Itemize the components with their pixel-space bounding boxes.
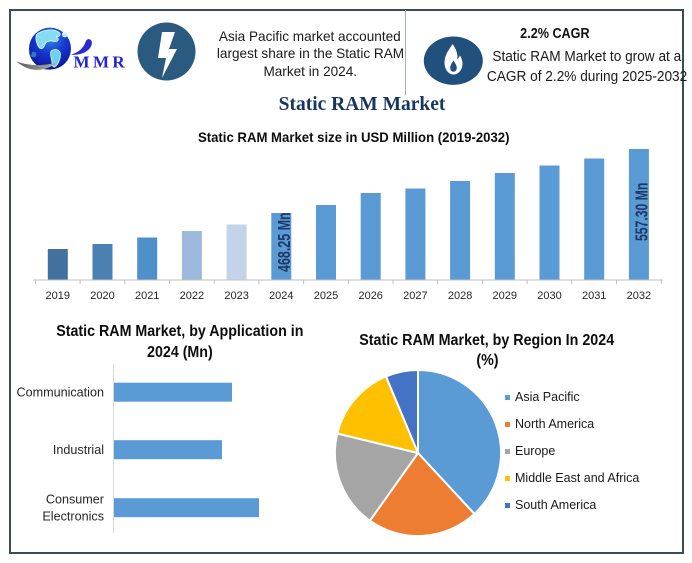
svg-text:2028: 2028 <box>448 290 472 302</box>
svg-text:2031: 2031 <box>582 290 606 302</box>
svg-text:Consumer: Consumer <box>46 493 104 507</box>
svg-text:2020: 2020 <box>90 290 114 302</box>
svg-text:2030: 2030 <box>537 290 561 302</box>
svg-text:2024: 2024 <box>269 290 293 302</box>
svg-text:2025: 2025 <box>314 290 338 302</box>
svg-text:Electronics: Electronics <box>42 510 104 524</box>
svg-text:2029: 2029 <box>493 290 517 302</box>
svg-text:468.25 Mn: 468.25 Mn <box>275 212 295 272</box>
svg-text:2032: 2032 <box>627 290 651 302</box>
svg-text:2027: 2027 <box>403 290 427 302</box>
svg-text:Industrial: Industrial <box>53 443 104 457</box>
svg-text:2019: 2019 <box>46 290 70 302</box>
svg-text:2021: 2021 <box>135 290 159 302</box>
svg-text:557.30 Mn: 557.30 Mn <box>634 183 652 241</box>
svg-text:2026: 2026 <box>358 290 382 302</box>
svg-text:2023: 2023 <box>224 290 248 302</box>
svg-text:2022: 2022 <box>180 290 204 302</box>
svg-text:Communication: Communication <box>17 386 105 400</box>
svg-text:MMR: MMR <box>74 53 129 72</box>
